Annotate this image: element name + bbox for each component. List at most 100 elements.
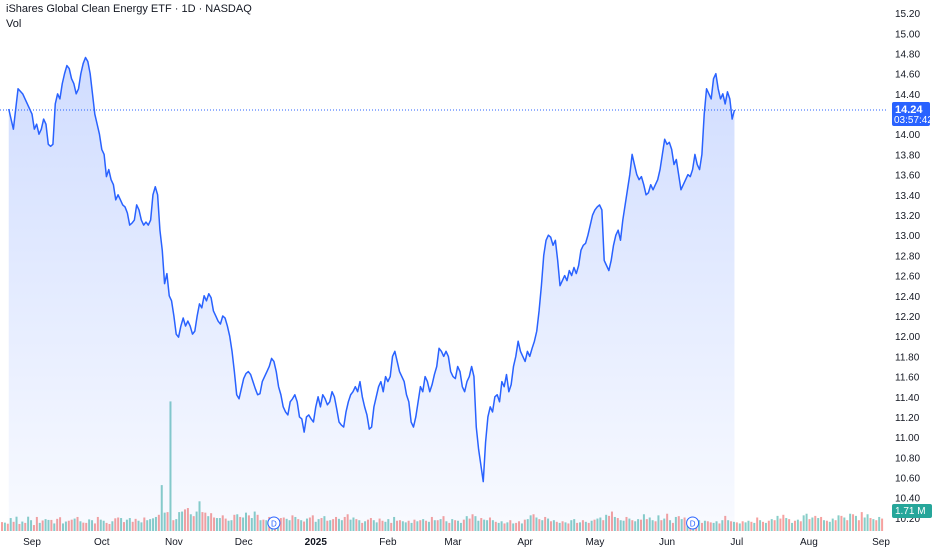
dividend-label: D: [690, 520, 696, 529]
volume-bar: [872, 519, 875, 531]
volume-bar: [846, 520, 849, 531]
x-tick-label: Apr: [517, 537, 533, 548]
y-tick-label: 14.40: [895, 90, 920, 101]
y-tick-label: 14.60: [895, 70, 920, 81]
volume-bar: [802, 515, 805, 531]
y-tick-label: 11.20: [895, 413, 920, 424]
volume-bar: [878, 516, 881, 531]
volume-bar: [875, 520, 878, 531]
volume-bar: [1, 522, 3, 531]
chart-legend: iShares Global Clean Energy ETF · 1D · N…: [6, 3, 252, 31]
x-tick-label: Aug: [800, 537, 818, 548]
volume-bar: [863, 517, 866, 531]
volume-bar: [828, 521, 831, 531]
last-price-value: 14.24: [895, 104, 923, 116]
volume-bar: [837, 515, 840, 531]
volume-bar: [741, 521, 744, 531]
x-tick-label: Jul: [730, 537, 743, 548]
symbol-title[interactable]: iShares Global Clean Energy ETF · 1D · N…: [6, 3, 252, 15]
volume-bar: [750, 521, 753, 531]
volume-bar: [6, 523, 9, 531]
y-tick-label: 12.00: [895, 332, 920, 343]
volume-bar: [747, 520, 750, 531]
y-tick-label: 11.80: [895, 352, 920, 363]
volume-bar: [753, 522, 756, 531]
y-tick-label: 11.00: [895, 433, 920, 444]
y-tick-label: 10.60: [895, 474, 920, 485]
volume-legend[interactable]: Vol: [6, 18, 22, 30]
volume-bar: [796, 519, 799, 531]
x-tick-label: Mar: [444, 537, 462, 548]
volume-bar: [738, 523, 741, 531]
y-tick-label: 15.00: [895, 29, 920, 40]
y-tick-label: 12.40: [895, 292, 920, 303]
y-tick-label: 12.60: [895, 272, 920, 283]
volume-bar: [764, 522, 767, 531]
volume-bar: [779, 518, 782, 531]
volume-bar: [849, 513, 852, 531]
x-tick-label: May: [585, 537, 604, 548]
y-tick-label: 13.40: [895, 191, 920, 202]
volume-tag: 1.71 M: [892, 504, 932, 518]
price-area: [8, 57, 735, 532]
dividend-icon: [686, 516, 700, 530]
volume-bar: [852, 514, 855, 531]
volume-bar: [788, 519, 791, 531]
volume-bar: [860, 512, 863, 531]
dividend-marker[interactable]: D: [686, 516, 700, 530]
volume-bar: [854, 515, 857, 531]
volume-bar: [869, 518, 872, 531]
time-axis[interactable]: Sep Oct Nov Dec 2025 Feb Mar Apr May Jun Jul Aug Sep: [23, 537, 890, 548]
y-tick-label: 11.60: [895, 373, 920, 384]
volume-bar: [805, 513, 808, 531]
last-price-tag: 14.24 03:57:42: [892, 102, 932, 126]
dividend-icon: [267, 516, 281, 530]
volume-bar: [767, 520, 770, 531]
volume-bar: [793, 520, 796, 531]
volume-bar: [735, 522, 738, 531]
x-tick-label: Dec: [235, 537, 253, 548]
volume-bar: [776, 515, 779, 531]
x-tick-label: Feb: [379, 537, 397, 548]
volume-bar: [762, 521, 765, 531]
volume-bar: [817, 518, 820, 531]
volume-bar: [811, 517, 814, 531]
volume-bar: [773, 520, 776, 531]
volume-bar: [756, 517, 759, 531]
price-line: [8, 56, 736, 483]
volume-bar: [744, 522, 747, 531]
y-tick-label: 14.00: [895, 130, 920, 141]
y-tick-label: 13.20: [895, 211, 920, 222]
dividend-label: D: [271, 520, 277, 529]
volume-bar: [814, 515, 817, 531]
y-tick-label: 15.20: [895, 9, 920, 20]
y-tick-label: 12.80: [895, 251, 920, 262]
volume-bar: [770, 519, 773, 531]
dividend-marker[interactable]: D: [267, 516, 281, 530]
volume-bar: [782, 514, 785, 531]
y-tick-label: 10.40: [895, 494, 920, 505]
volume-bar: [866, 514, 869, 531]
x-tick-label: Oct: [94, 537, 110, 548]
y-tick-label: 13.00: [895, 231, 920, 242]
volume-bar: [799, 521, 802, 531]
y-tick-label: 10.20: [895, 514, 920, 525]
x-tick-label: Sep: [23, 537, 41, 548]
volume-bar: [785, 518, 788, 531]
y-tick-label: 13.60: [895, 171, 920, 182]
volume-bar: [857, 520, 860, 531]
volume-bar: [823, 520, 825, 531]
bar-countdown: 03:57:42: [894, 115, 932, 126]
volume-bar: [759, 520, 762, 531]
y-tick-label: 13.80: [895, 150, 920, 161]
y-tick-label: 10.80: [895, 453, 920, 464]
x-tick-label: 2025: [305, 537, 328, 548]
x-tick-label: Nov: [165, 537, 183, 548]
price-axis[interactable]: 15.2015.0014.8014.6014.4014.2014.0013.80…: [895, 9, 920, 525]
x-tick-label: Jun: [659, 537, 675, 548]
volume-bar: [843, 517, 846, 531]
volume-bar: [808, 519, 811, 531]
volume-bar: [840, 515, 843, 531]
